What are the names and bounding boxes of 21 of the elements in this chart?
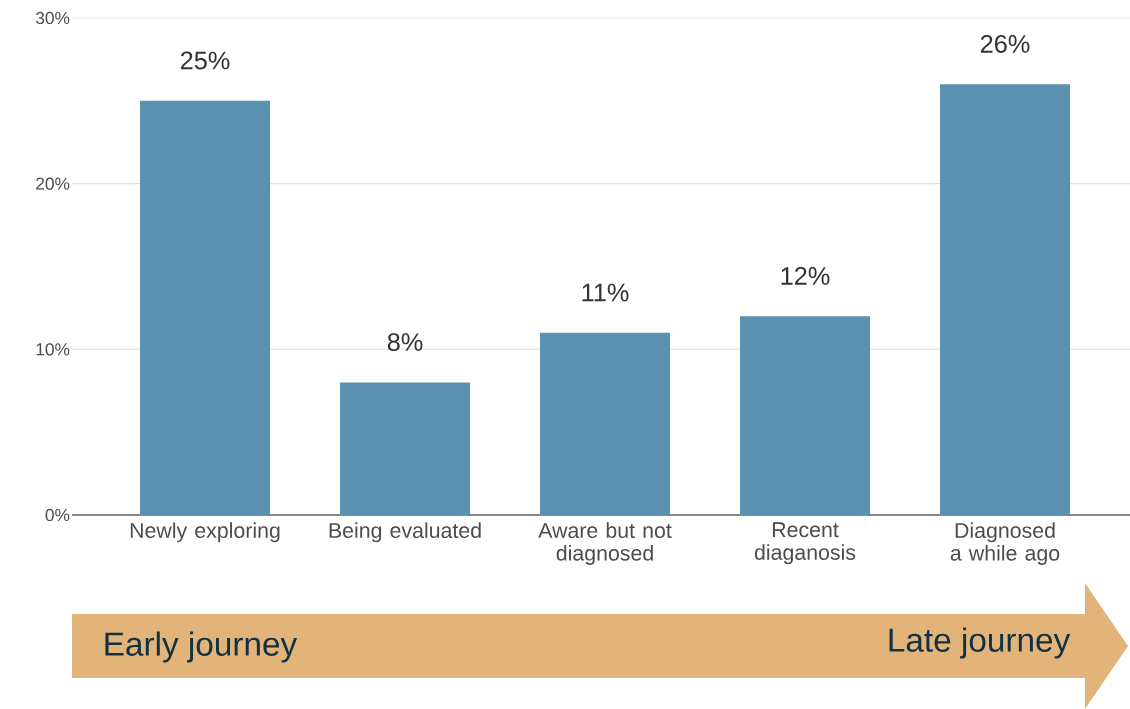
bar (740, 316, 871, 515)
data-label: 11% (582, 283, 629, 302)
data-label: 12% (781, 266, 830, 285)
y-tick-label: 20% (36, 177, 70, 190)
data-label: 8% (387, 333, 423, 352)
bar (140, 100, 271, 515)
bar (540, 332, 671, 515)
x-tick-label: Aware but not diagnosed (538, 522, 672, 565)
bar (940, 84, 1071, 515)
bar (340, 382, 471, 515)
x-tick-label: Newly exploring (130, 522, 280, 543)
text: Late journey (889, 627, 1071, 659)
y-tick-label: 30% (35, 11, 70, 25)
x-tick-label: Being evaluated (329, 522, 481, 543)
y-tick-label: 10% (36, 343, 70, 356)
data-label: 26% (980, 34, 1030, 53)
x-tick-label: Recent diaganosis (754, 522, 856, 565)
y-tick-label: 0% (45, 508, 70, 522)
x-tick-label: Diagnosed a while ago (950, 522, 1060, 565)
data-label: 25% (180, 51, 230, 70)
text: Early journey (105, 631, 298, 663)
